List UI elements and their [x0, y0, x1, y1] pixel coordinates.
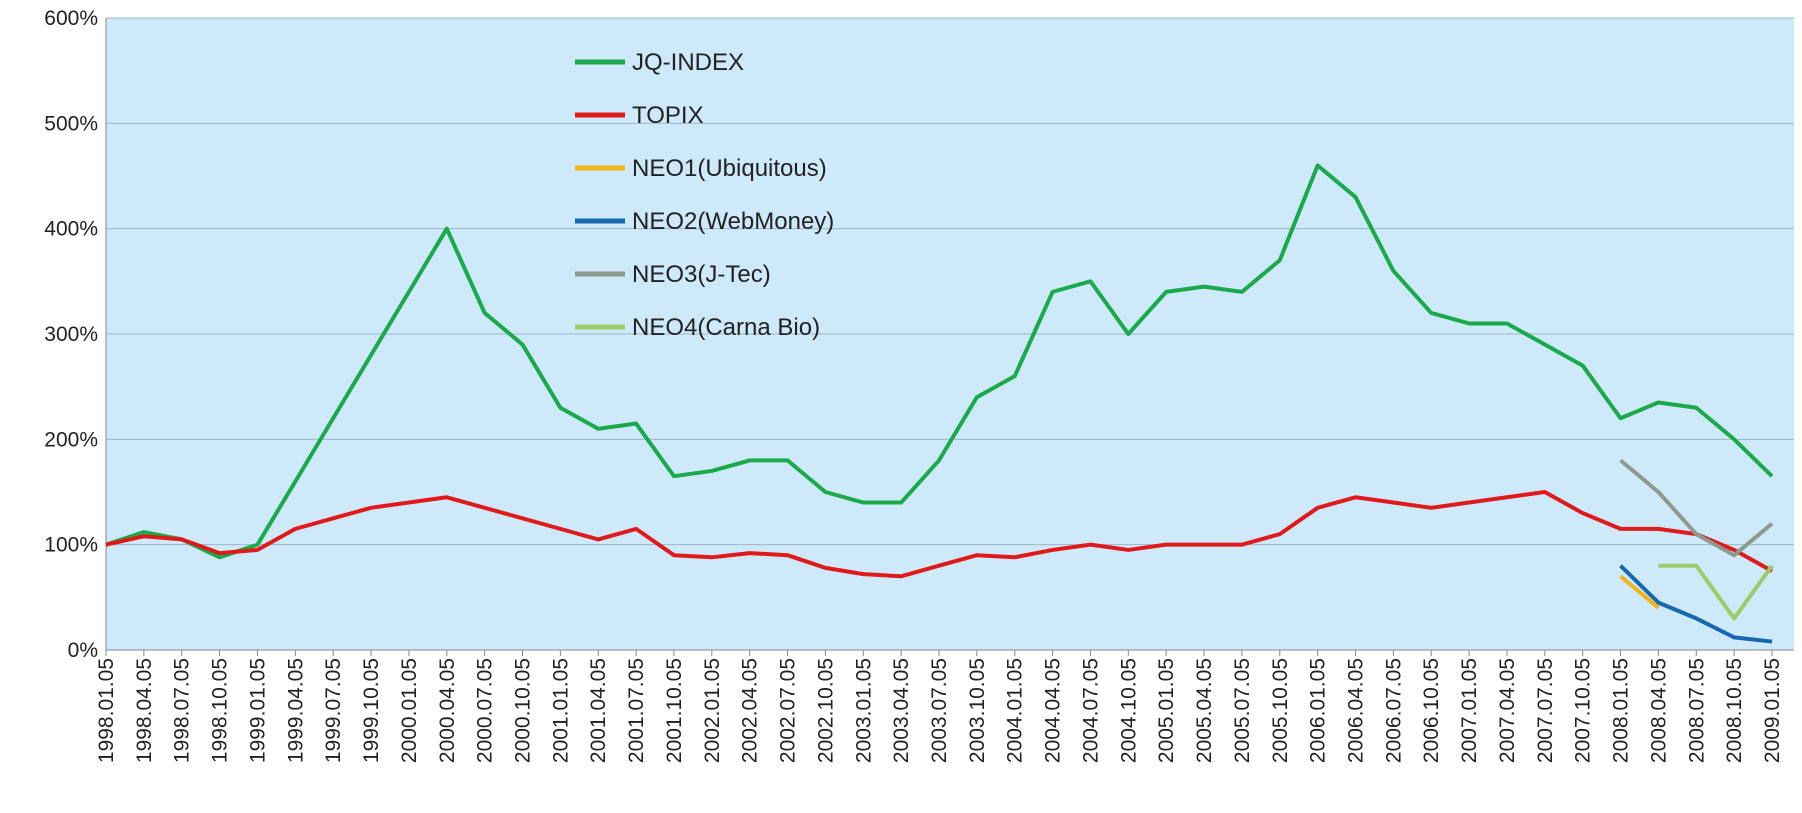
y-tick-label: 200%	[44, 428, 98, 451]
legend-label: NEO1(Ubiquitous)	[632, 155, 827, 182]
x-tick-label: 2003.07.05	[928, 658, 951, 763]
x-tick-label: 2001.01.05	[549, 658, 572, 763]
x-tick-label: 2005.07.05	[1231, 658, 1254, 763]
x-tick-label: 2008.07.05	[1685, 658, 1708, 763]
x-tick-label: 2005.04.05	[1193, 658, 1216, 763]
x-tick-label: 2008.10.05	[1723, 658, 1746, 763]
x-tick-label: 2005.10.05	[1269, 658, 1292, 763]
x-tick-label: 2001.07.05	[625, 658, 648, 763]
x-tick-label: 2002.10.05	[814, 658, 837, 763]
x-tick-label: 2007.01.05	[1458, 658, 1481, 763]
series-line	[105, 490, 1773, 579]
y-tick-label: 300%	[44, 323, 98, 346]
x-tick-label: 1999.07.05	[322, 658, 345, 763]
series-line	[1658, 563, 1774, 621]
x-tick-label: 2003.04.05	[890, 658, 913, 763]
legend-label: TOPIX	[632, 102, 704, 129]
y-tick-label: 400%	[44, 218, 98, 241]
x-tick-label: 1998.04.05	[133, 658, 156, 763]
legend-label: NEO4(Carna Bio)	[632, 314, 820, 341]
series-line	[105, 163, 1774, 560]
x-tick-label: 2006.01.05	[1307, 658, 1330, 763]
x-tick-label: 2002.04.05	[739, 658, 762, 763]
x-tick-label: 2003.01.05	[852, 658, 875, 763]
x-tick-label: 2000.07.05	[474, 658, 497, 763]
x-tick-label: 2000.10.05	[512, 658, 535, 763]
series-line	[1619, 574, 1660, 610]
x-tick-label: 2005.01.05	[1155, 658, 1178, 763]
x-tick-label: 2001.10.05	[663, 658, 686, 763]
x-tick-label: 2006.04.05	[1345, 658, 1368, 763]
x-tick-label: 2009.01.05	[1761, 658, 1784, 763]
x-tick-label: 1999.10.05	[360, 658, 383, 763]
x-tick-label: 2002.01.05	[701, 658, 724, 763]
legend-label: NEO2(WebMoney)	[632, 208, 834, 235]
x-tick-label: 2001.04.05	[587, 658, 610, 763]
x-tick-label: 1999.01.05	[246, 658, 269, 763]
series-line	[1619, 458, 1774, 558]
x-tick-label: 2004.10.05	[1117, 658, 1140, 763]
x-tick-label: 2003.10.05	[966, 658, 989, 763]
x-tick-label: 2004.07.05	[1079, 658, 1102, 763]
y-tick-label: 0%	[68, 639, 98, 662]
x-tick-label: 1998.07.05	[171, 658, 194, 763]
y-tick-label: 100%	[44, 534, 98, 557]
x-tick-label: 2008.04.05	[1647, 658, 1670, 763]
x-tick-label: 2000.04.05	[436, 658, 459, 763]
legend-label: NEO3(J-Tec)	[632, 261, 771, 288]
x-tick-label: 1999.04.05	[284, 658, 307, 763]
x-tick-label: 2007.07.05	[1534, 658, 1557, 763]
x-tick-label: 2008.01.05	[1610, 658, 1633, 763]
x-tick-label: 1998.10.05	[209, 658, 232, 763]
x-tick-label: 2007.10.05	[1572, 658, 1595, 763]
x-tick-label: 2002.07.05	[777, 658, 800, 763]
x-tick-label: 2006.10.05	[1420, 658, 1443, 763]
x-tick-label: 2006.07.05	[1382, 658, 1405, 763]
y-tick-label: 600%	[44, 7, 98, 30]
series-line	[1619, 564, 1773, 644]
x-tick-label: 2004.01.05	[1004, 658, 1027, 763]
x-tick-label: 2007.04.05	[1496, 658, 1519, 763]
x-tick-label: 1998.01.05	[95, 658, 118, 763]
legend-label: JQ-INDEX	[632, 49, 744, 76]
x-tick-label: 2000.01.05	[398, 658, 421, 763]
x-tick-label: 2004.04.05	[1042, 658, 1065, 763]
y-tick-label: 500%	[44, 112, 98, 135]
